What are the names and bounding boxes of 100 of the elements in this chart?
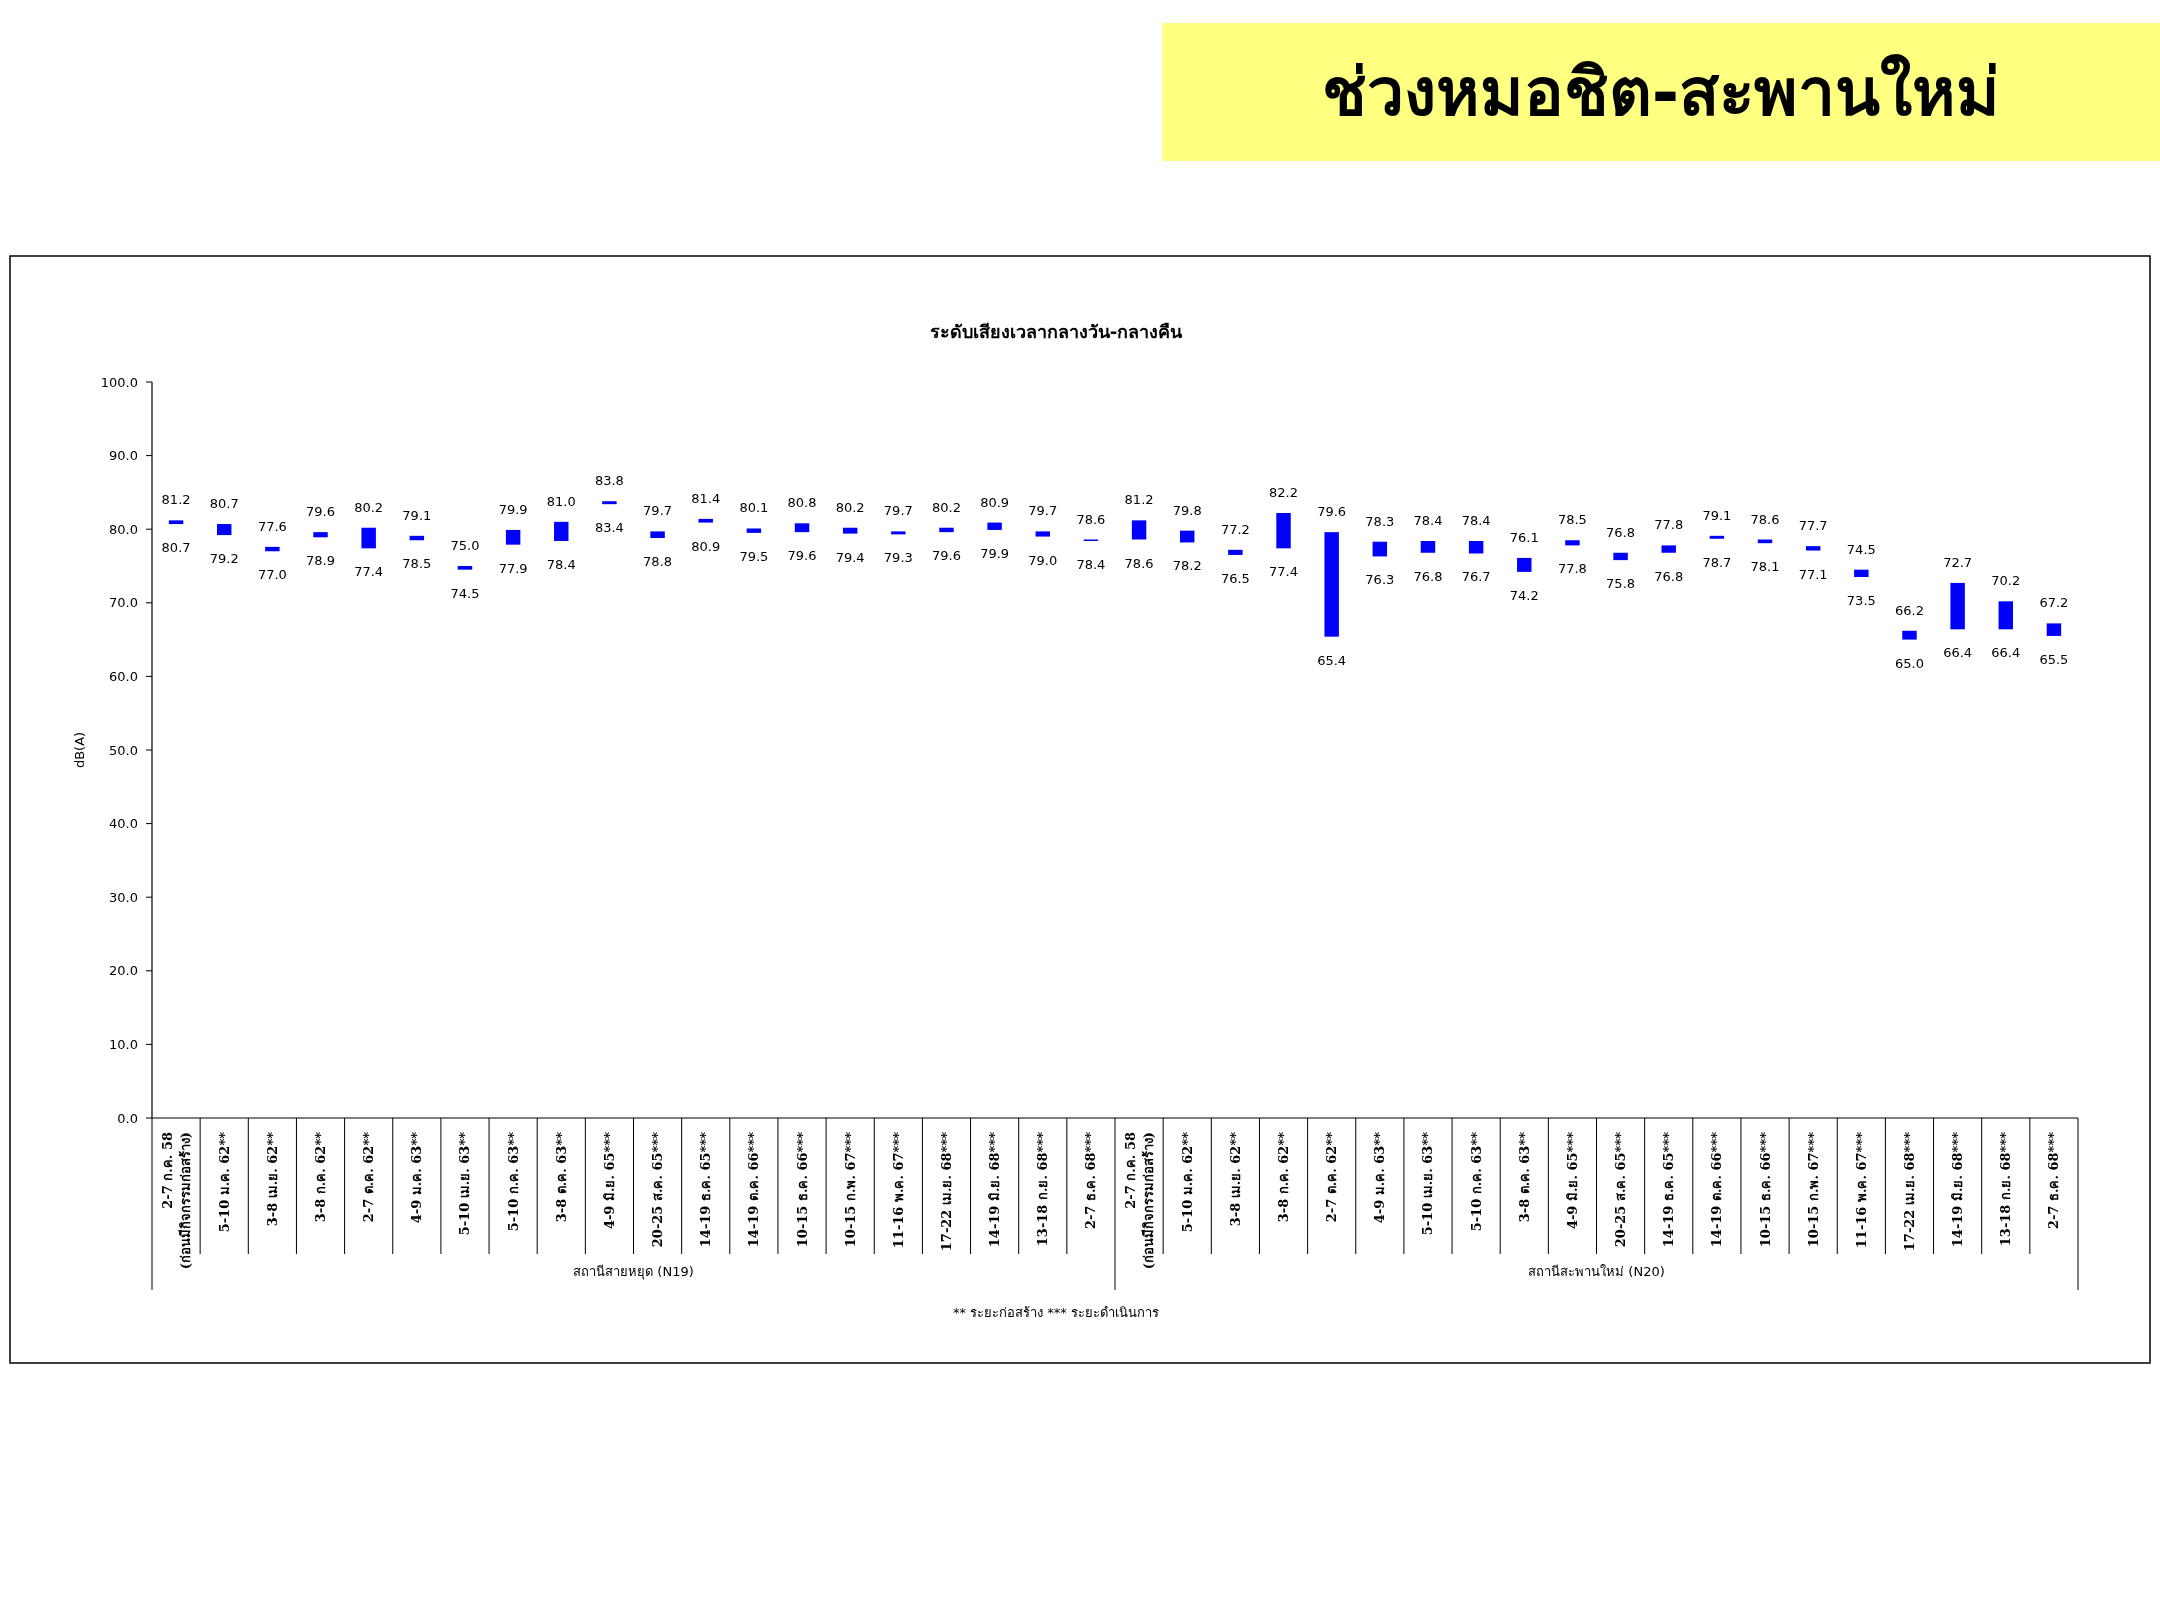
- text: 79.9: [498, 501, 528, 517]
- text: 76.8: [1654, 568, 1684, 584]
- chart-title: ช่วงหมอชิต-สะพานใหม่: [1321, 52, 2001, 131]
- bar: [939, 527, 954, 533]
- text: 65.0: [1895, 655, 1924, 671]
- x-tick-label: 20-25 ส.ค. 65***: [1613, 1131, 1629, 1248]
- x-tick-label: 2-7 ก.ค. 58 (ก่อนมีกิจกรรมก่อสร้าง): [159, 1132, 193, 1270]
- text: 78.6: [1124, 555, 1154, 571]
- bar: [1372, 541, 1388, 557]
- bar: [1420, 540, 1436, 553]
- x-tick-label: 4-9 ม.ค. 63**: [1372, 1131, 1388, 1224]
- bar: [1613, 552, 1628, 561]
- text: 81.0: [546, 493, 576, 509]
- text: 78.9: [306, 553, 335, 569]
- bar: [602, 501, 617, 505]
- text: 77.0: [257, 567, 287, 583]
- bar: [1805, 546, 1821, 551]
- y-tick-label: 30.0: [109, 889, 138, 905]
- bar: [361, 527, 376, 549]
- text: 79.5: [739, 548, 769, 564]
- text: 79.6: [1317, 504, 1347, 520]
- bar: [746, 528, 762, 533]
- text: 78.6: [1750, 511, 1780, 527]
- x-tick-label: 11-16 พ.ค. 67***: [890, 1131, 906, 1249]
- x-tick-label: 3-8 เม.ย. 62**: [264, 1131, 280, 1227]
- x-tick-label: 17-22 เม.ย. 68***: [1901, 1131, 1917, 1252]
- bar: [2046, 623, 2062, 636]
- x-tick-label: 10-15 ก.พ. 67***: [1805, 1131, 1821, 1248]
- text: 80.2: [932, 499, 961, 515]
- text: 77.4: [354, 564, 384, 580]
- x-tick-label: 5-10 เม.ย. 63**: [457, 1131, 473, 1236]
- text: 78.8: [643, 554, 673, 570]
- x-tick-label: 4-9 มิ.ย. 65***: [1564, 1131, 1580, 1230]
- text: 78.5: [402, 556, 432, 572]
- bar: [1854, 569, 1869, 578]
- bar: [1180, 530, 1195, 543]
- text: 77.9: [498, 560, 528, 576]
- x-tick-label: 14-19 ธ.ค. 65***: [698, 1131, 714, 1248]
- text: 80.2: [835, 499, 865, 515]
- bar: [313, 532, 328, 538]
- y-tick-label: 60.0: [109, 668, 138, 684]
- text: 78.4: [1461, 512, 1491, 528]
- x-tick-label: 14-19 ธ.ค. 65***: [1661, 1131, 1677, 1248]
- x-tick-label: 5-10 เม.ย. 63**: [1420, 1131, 1436, 1236]
- text: 80.7: [161, 540, 191, 556]
- y-tick-label: 0.0: [117, 1110, 138, 1126]
- text: 79.0: [1028, 552, 1058, 568]
- y-tick-label: 20.0: [109, 963, 138, 979]
- text: 66.2: [1895, 602, 1924, 618]
- bar: [650, 531, 665, 539]
- x-tick-label: 11-16 พ.ค. 67***: [1853, 1131, 1869, 1249]
- text: 79.2: [209, 551, 239, 567]
- text: 76.5: [1220, 570, 1250, 586]
- text: 78.4: [1413, 512, 1443, 528]
- text: 65.5: [2039, 651, 2069, 667]
- y-tick-label: 100.0: [100, 374, 138, 390]
- x-tick-label: 2-7 ต.ค. 62**: [361, 1131, 377, 1223]
- y-tick-label: 70.0: [109, 595, 138, 611]
- text: 79.1: [1702, 507, 1732, 523]
- text: 67.2: [2039, 595, 2069, 611]
- text: 80.9: [980, 494, 1010, 510]
- x-tick-label: 13-18 ก.ย. 68***: [1998, 1131, 2014, 1247]
- bar: [987, 522, 1002, 530]
- bar: [457, 566, 473, 570]
- text: 77.8: [1557, 561, 1587, 577]
- text: 80.9: [691, 538, 721, 554]
- x-tick-label: 14-19 มิ.ย. 68***: [1950, 1131, 1966, 1248]
- x-tick-label: 4-9 มิ.ย. 65***: [601, 1131, 617, 1230]
- bar: [505, 529, 521, 545]
- bar: [698, 518, 713, 523]
- text: 83.8: [594, 473, 624, 489]
- chart-subtitle: ระดับเสียงเวลากลางวัน-กลางคืน: [929, 321, 1184, 342]
- text: 78.2: [1172, 558, 1202, 574]
- bar: [168, 520, 184, 525]
- text: 65.4: [1317, 652, 1347, 668]
- text: 79.4: [835, 549, 865, 565]
- y-tick-label: 40.0: [109, 816, 138, 832]
- text: 75.8: [1606, 576, 1636, 592]
- bar: [1517, 557, 1532, 572]
- bar: [1324, 532, 1339, 637]
- text: 66.4: [1943, 645, 1973, 661]
- x-tick-label: 3-8 เม.ย. 62**: [1227, 1131, 1243, 1227]
- x-tick-label: 5-10 ม.ค. 62**: [216, 1131, 232, 1233]
- text: 79.7: [1028, 503, 1058, 519]
- bar: [554, 521, 569, 541]
- text: 78.1: [1750, 559, 1780, 575]
- bar: [1228, 549, 1243, 555]
- text: 74.5: [1846, 541, 1876, 557]
- x-tick-label: 10-15 ก.พ. 67***: [842, 1131, 858, 1248]
- bar: [1131, 520, 1147, 540]
- bar: [1950, 582, 1965, 630]
- x-tick-label: 10-15 ธ.ค. 66***: [1757, 1131, 1773, 1248]
- bar: [217, 524, 232, 536]
- x-tick-label: 2-7 ธ.ค. 68***: [1083, 1131, 1099, 1230]
- text: 82.2: [1269, 485, 1298, 501]
- text: 78.7: [1702, 554, 1732, 570]
- text: 78.3: [1365, 513, 1395, 529]
- x-tick-label: 14-19 มิ.ย. 68***: [987, 1131, 1003, 1248]
- bar: [1035, 531, 1050, 537]
- text: 76.8: [1606, 524, 1636, 540]
